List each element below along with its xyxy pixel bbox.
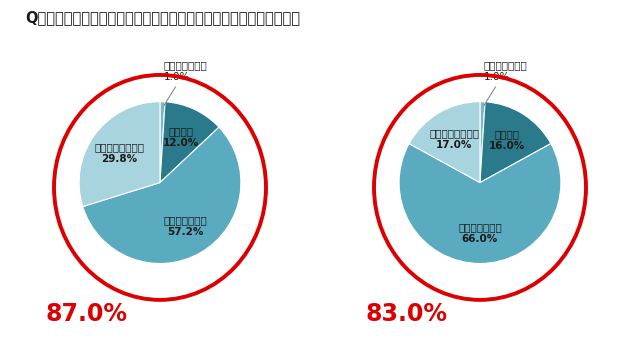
Text: そう思う
12.0%: そう思う 12.0% — [163, 126, 200, 148]
Wedge shape — [399, 144, 561, 263]
Text: あまり思わない
57.2%: あまり思わない 57.2% — [163, 215, 207, 237]
Text: とてもそう思う
1.0%: とてもそう思う 1.0% — [163, 60, 207, 106]
Text: 83.0%: 83.0% — [365, 302, 447, 326]
Text: あまり思わない
66.0%: あまり思わない 66.0% — [458, 222, 502, 244]
Text: そう思う
16.0%: そう思う 16.0% — [489, 130, 525, 151]
Wedge shape — [79, 102, 160, 207]
Wedge shape — [160, 102, 165, 183]
Text: Q：中高生に自転車のルールやマナーが浸透していると思いますか？: Q：中高生に自転車のルールやマナーが浸透していると思いますか？ — [26, 11, 301, 25]
Wedge shape — [480, 102, 485, 183]
Wedge shape — [83, 127, 241, 263]
Text: まったく思わない
17.0%: まったく思わない 17.0% — [429, 129, 479, 150]
Text: 87.0%: 87.0% — [45, 302, 127, 326]
Text: まったく思わない
29.8%: まったく思わない 29.8% — [95, 142, 145, 164]
Wedge shape — [409, 102, 480, 183]
Wedge shape — [480, 102, 551, 183]
Text: とてもそう思う
1.0%: とてもそう思う 1.0% — [483, 60, 527, 106]
Wedge shape — [160, 102, 219, 183]
